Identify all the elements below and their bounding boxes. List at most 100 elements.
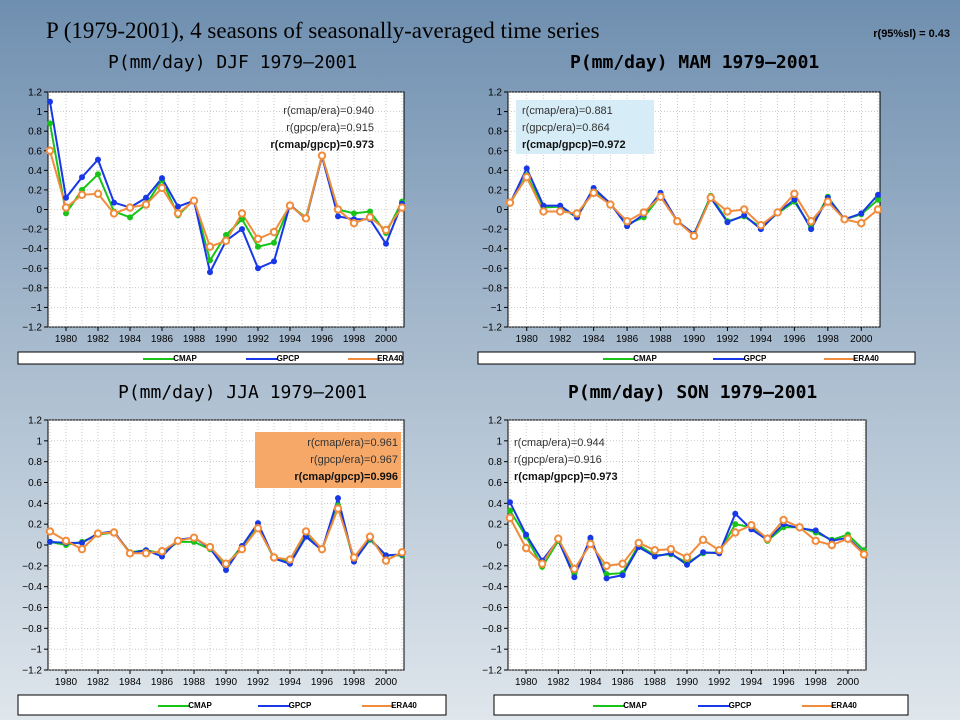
data-point-cmap (63, 210, 69, 217)
data-point-era40 (397, 548, 407, 557)
y-tick-label: 0.6 (488, 146, 502, 157)
y-tick-label: 1.2 (28, 416, 42, 427)
data-point-era40 (723, 207, 732, 216)
legend-box (17, 694, 447, 716)
data-point-cmap (732, 521, 739, 528)
data-point-cmap (271, 239, 277, 246)
data-point-era40 (125, 203, 135, 212)
x-tick-label: 1996 (311, 677, 334, 688)
data-point-era40 (763, 534, 772, 543)
x-tick-label: 1996 (772, 677, 795, 688)
data-point-gpcp (808, 226, 815, 233)
data-point-gpcp (239, 226, 245, 233)
data-point-era40 (505, 513, 515, 523)
y-tick-label: 1 (496, 436, 502, 447)
data-point-era40 (756, 220, 766, 230)
legend-label: CMAP (623, 701, 647, 710)
y-tick-label: 0.8 (28, 127, 42, 138)
y-tick-label: −1.2 (22, 666, 42, 677)
data-point-era40 (698, 535, 708, 544)
x-tick-label: 1996 (783, 334, 806, 345)
correlation-text: r(gpcp/era)=0.915 (286, 122, 374, 134)
data-point-era40 (317, 544, 327, 554)
x-tick-label: 1982 (547, 677, 570, 688)
data-point-era40 (795, 523, 804, 532)
data-point-gpcp (684, 561, 690, 568)
y-tick-label: 1 (36, 107, 42, 118)
data-point-era40 (606, 200, 615, 209)
chart-mam: P(mm/day) MAM 1979–2001 1.2 1 0.8 0.6 0.4 0.2 0… (477, 52, 916, 365)
data-point-era40 (682, 553, 692, 562)
y-tick-label: −0.2 (482, 225, 502, 236)
legend-label: ERA40 (831, 701, 857, 710)
legend-box (17, 351, 404, 365)
panel-son: P(mm/day) SON 1979–2001 1.2 1 0.8 0.6 0.4 0.2 0… (470, 382, 950, 720)
data-point-era40 (189, 533, 199, 542)
x-tick-label: 1992 (247, 677, 270, 688)
data-point-gpcp (223, 567, 229, 573)
x-tick-label: 1998 (343, 334, 366, 345)
data-point-era40 (253, 524, 263, 533)
y-tick-label: −1.2 (482, 666, 502, 677)
chart-jja: P(mm/day) JJA 1979–2001 1.2 1 0.8 0.6 0.4 0.2 0… (17, 382, 447, 716)
correlation-text: r(cmap/era)=0.944 (514, 437, 605, 449)
legend-label: ERA40 (391, 701, 417, 710)
data-point-era40 (505, 198, 515, 207)
x-tick-label: 1982 (549, 334, 572, 345)
data-point-gpcp (79, 174, 85, 181)
x-tick-label: 1990 (683, 334, 706, 345)
y-tick-label: 0.6 (28, 146, 42, 157)
data-point-gpcp (95, 156, 101, 163)
data-point-era40 (555, 207, 565, 216)
data-point-era40 (859, 550, 869, 559)
data-point-gpcp (812, 527, 819, 534)
data-point-era40 (537, 559, 547, 568)
data-point-cmap (507, 507, 513, 514)
data-point-era40 (739, 205, 749, 214)
x-tick-label: 1980 (55, 677, 78, 688)
x-tick-label: 2000 (375, 334, 398, 345)
data-point-era40 (843, 534, 853, 543)
data-point-era40 (381, 556, 391, 565)
y-tick-label: −0.6 (22, 264, 42, 275)
legend-box (477, 351, 916, 365)
x-tick-label: 1988 (644, 677, 667, 688)
data-point-gpcp (507, 499, 513, 506)
data-point-gpcp (603, 575, 610, 582)
y-tick-label: −0.8 (22, 624, 42, 635)
y-tick-label: −0.8 (482, 283, 502, 294)
y-tick-label: −1 (31, 645, 43, 656)
data-point-gpcp (732, 510, 739, 517)
data-point-era40 (650, 546, 660, 555)
y-tick-label: 0 (496, 541, 502, 552)
data-point-era40 (747, 521, 756, 530)
data-point-gpcp (335, 495, 341, 502)
data-point-gpcp (619, 572, 626, 579)
data-point-cmap (95, 171, 101, 178)
legend-label: GPCP (289, 701, 312, 710)
y-tick-label: 0.4 (28, 166, 42, 177)
data-point-era40 (811, 536, 820, 546)
chart-title: P(mm/day) SON 1979–2001 (568, 382, 817, 403)
data-point-era40 (349, 219, 359, 228)
x-tick-label: 1990 (215, 334, 238, 345)
data-point-cmap (351, 210, 357, 217)
x-tick-label: 1986 (612, 677, 635, 688)
data-point-era40 (857, 219, 866, 228)
x-tick-label: 2000 (837, 677, 860, 688)
x-tick-label: 1994 (750, 334, 773, 345)
data-point-gpcp (700, 549, 707, 556)
panel-djf: P(mm/day) DJF 1979–2001 1.2 1 0.8 0.6 0.4 0.2 0… (10, 52, 480, 372)
correlation-box (255, 432, 401, 488)
data-point-era40 (77, 544, 87, 554)
correlation-text: r(gpcp/era)=0.916 (514, 454, 602, 466)
data-point-era40 (77, 190, 87, 200)
data-point-gpcp (587, 534, 594, 541)
correlation-text: r(cmap/gpcp)=0.996 (294, 471, 398, 483)
data-point-gpcp (111, 199, 117, 206)
data-point-era40 (109, 209, 119, 218)
data-point-era40 (269, 227, 279, 237)
x-tick-label: 1992 (716, 334, 739, 345)
chart-title: P(mm/day) MAM 1979–2001 (570, 52, 819, 73)
data-point-era40 (157, 183, 167, 193)
